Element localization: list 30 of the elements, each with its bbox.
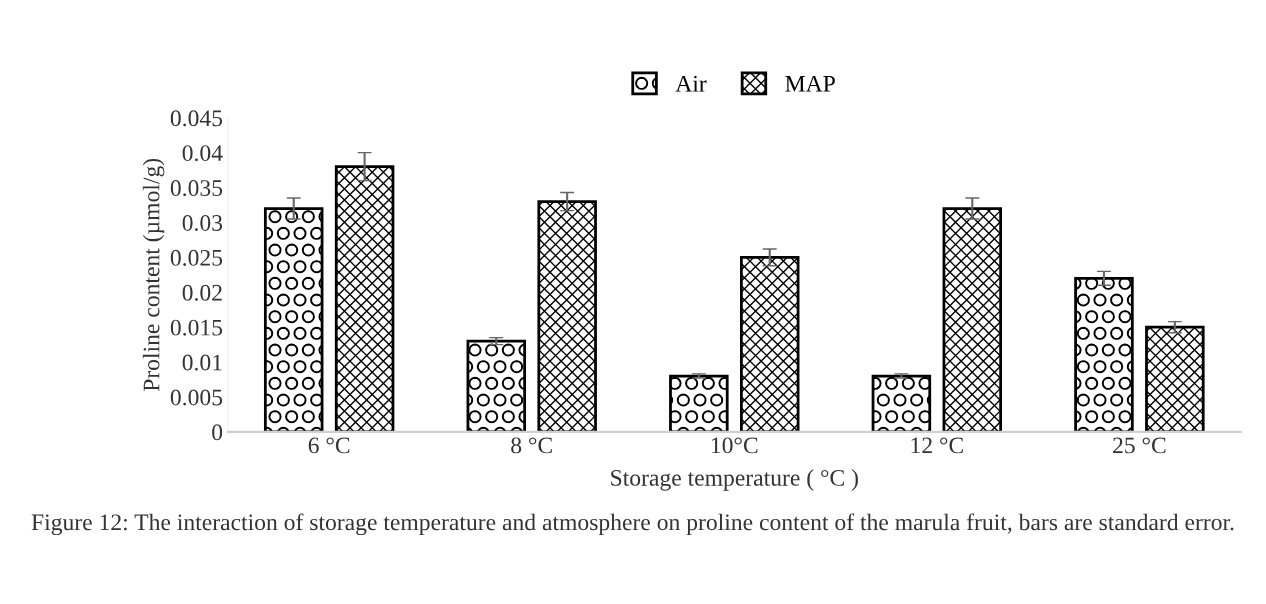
y-tick-label: 0.03	[182, 214, 223, 231]
bar	[263, 207, 324, 432]
legend-label: Air	[675, 75, 707, 92]
bar	[942, 207, 1003, 432]
x-tick-label: 12 °C	[911, 437, 963, 454]
y-tick-label: 0.025	[170, 249, 223, 266]
y-tick-label: 0.045	[170, 110, 223, 127]
legend-label: MAP	[785, 75, 835, 92]
bar	[466, 339, 527, 432]
bar	[1145, 325, 1205, 432]
y-axis-title: Proline content (µmol/g)	[142, 158, 165, 392]
x-tick-label: 8 °C	[511, 437, 552, 454]
y-tick-label: 0.02	[182, 284, 222, 301]
y-tick-label: 0.005	[170, 389, 223, 406]
y-tick-label: 0.015	[170, 319, 223, 336]
bar	[739, 255, 800, 432]
x-tick-label: 10°C	[711, 437, 758, 454]
x-tick-label: 6 °C	[308, 437, 350, 454]
y-tick-label: 0.035	[170, 180, 223, 197]
caption: Figure 12: The interaction of storage temperature and atmosphere on proline content of the marula fruit, bars are standard error.	[31, 513, 1234, 536]
bar	[334, 165, 395, 432]
bar	[871, 374, 932, 432]
x-tick-label: 25 °C	[1113, 437, 1166, 454]
y-tick-label: 0.04	[182, 145, 223, 162]
bar	[537, 200, 597, 432]
bar	[1074, 276, 1134, 432]
y-tick-label: 0	[212, 424, 223, 441]
bar	[669, 374, 729, 432]
y-tick-label: 0.01	[182, 354, 222, 371]
x-axis-title: Storage temperature ( °C )	[611, 469, 858, 491]
